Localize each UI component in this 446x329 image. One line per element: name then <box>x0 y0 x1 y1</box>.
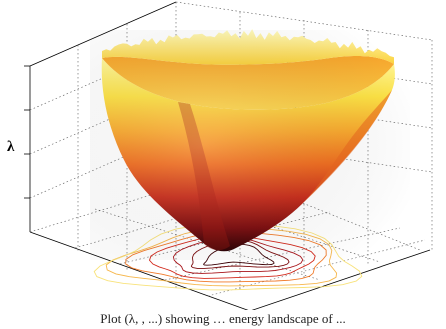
grid-line <box>94 208 321 281</box>
surface-mesh <box>90 29 410 260</box>
grid-line <box>207 239 426 297</box>
chart-canvas: λ <box>7 1 433 310</box>
z-axis: λ <box>7 65 30 199</box>
floor-right-edge <box>251 249 431 310</box>
figure-caption: Plot (λ, , ...) showing … energy landsca… <box>100 311 346 326</box>
z-axis-label: λ <box>7 139 15 155</box>
axes-frame <box>29 1 431 310</box>
floor-left-edge <box>29 231 249 310</box>
